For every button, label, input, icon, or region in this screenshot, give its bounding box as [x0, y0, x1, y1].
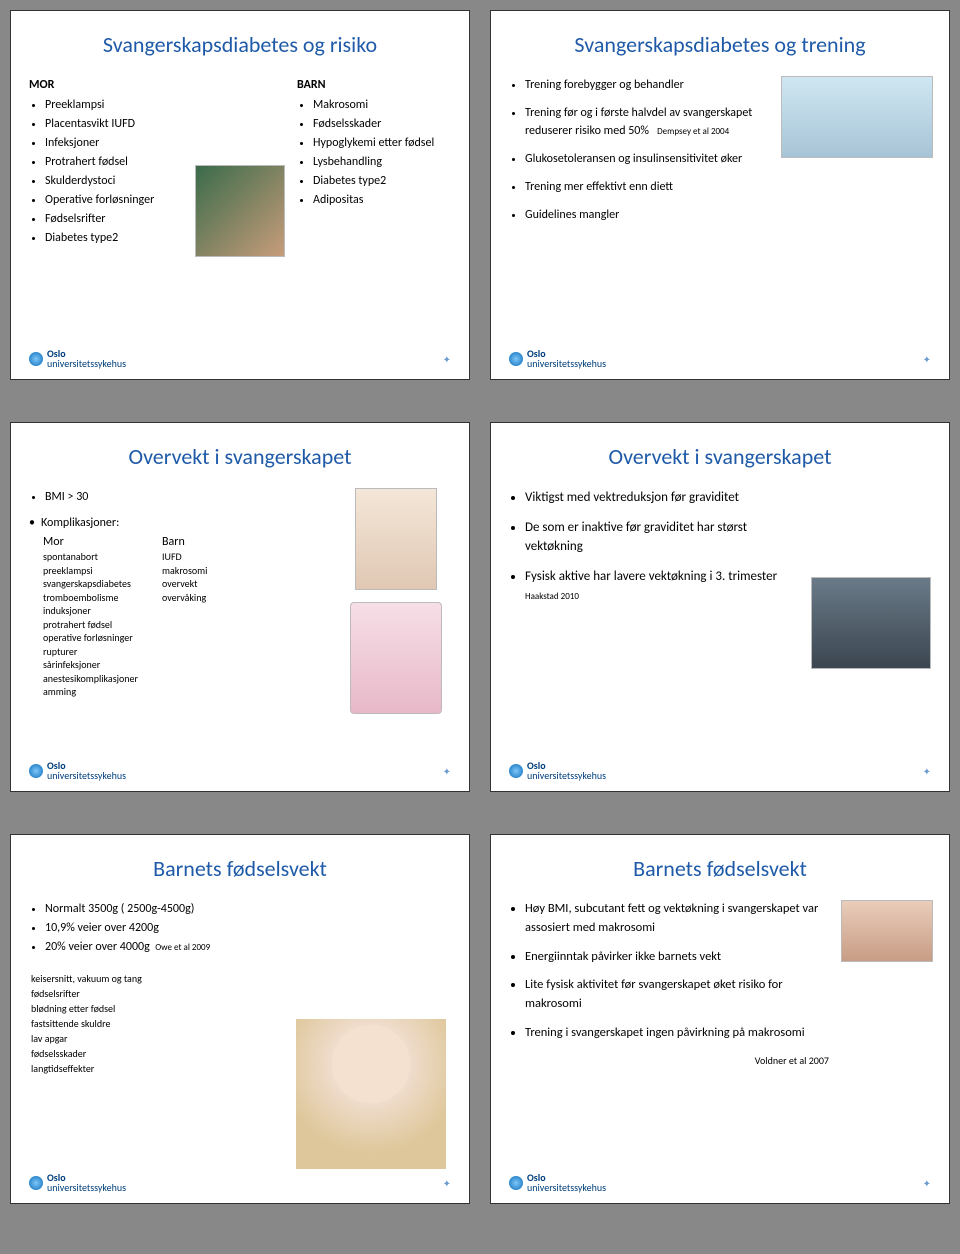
image-baby-scale — [296, 1019, 446, 1169]
logo-right: ✦ — [923, 765, 931, 778]
logo-oslo: Oslouniversitetssykehus — [29, 1173, 126, 1193]
barn-head: Barn — [162, 534, 207, 550]
image-swimmers — [781, 76, 933, 158]
col-head-barn: BARN — [297, 76, 451, 94]
logo-oslo: Oslouniversitetssykehus — [509, 1173, 606, 1193]
logo-right: ✦ — [923, 353, 931, 366]
slide-title: Overvekt i svangerskapet — [29, 443, 451, 470]
image-gym — [811, 577, 931, 669]
slide-title: Barnets fødselsvekt — [509, 855, 931, 882]
col-head-mor: MOR — [29, 76, 183, 94]
image-surgery — [195, 165, 285, 257]
list-birthweight2: Høy BMI, subcutant fett og vektøkning i … — [509, 900, 829, 1043]
image-scale — [355, 488, 437, 590]
logo-right: ✦ — [443, 353, 451, 366]
logo-right: ✦ — [923, 1177, 931, 1190]
list-mor: Preeklampsi Placentasvikt IUFD Infeksjon… — [29, 96, 183, 247]
slide-2: Svangerskapsdiabetes og trening Trening … — [490, 10, 950, 380]
logo-oslo: Oslouniversitetssykehus — [29, 349, 126, 369]
slide-1: Svangerskapsdiabetes og risiko MOR Preek… — [10, 10, 470, 380]
logo-right: ✦ — [443, 1177, 451, 1190]
image-baby-hand — [841, 900, 933, 962]
list-trening: Trening forebygger og behandler Trening … — [509, 76, 769, 224]
slide-4: Overvekt i svangerskapet Viktigst med ve… — [490, 422, 950, 792]
slide-title: Barnets fødselsvekt — [29, 855, 451, 882]
slide-title: Overvekt i svangerskapet — [509, 443, 931, 470]
list-birthweight: Normalt 3500g ( 2500g-4500g) 10,9% veier… — [29, 900, 279, 956]
list-barn: Makrosomi Fødselsskader Hypoglykemi ette… — [297, 96, 451, 209]
komp-head: Komplikasjoner: — [41, 514, 119, 532]
mor-head: Mor — [43, 534, 138, 550]
logo-oslo: Oslouniversitetssykehus — [509, 349, 606, 369]
list-overvekt2: Viktigst med vektreduksjon før gravidite… — [509, 488, 799, 606]
slide-title: Svangerskapsdiabetes og risiko — [29, 31, 451, 58]
mor-list: spontanabort preeklampsi svangerskapsdia… — [43, 550, 138, 699]
slide-3: Overvekt i svangerskapet BMI > 30 Kompli… — [10, 422, 470, 792]
slide-5: Barnets fødselsvekt Normalt 3500g ( 2500… — [10, 834, 470, 1204]
barn-list: IUFD makrosomi overvekt overvåking — [162, 550, 207, 604]
list-sub: keisersnitt, vakuum og tang fødselsrifte… — [29, 971, 279, 1076]
logo-right: ✦ — [443, 765, 451, 778]
bmi: BMI > 30 — [45, 488, 329, 506]
logo-oslo: Oslouniversitetssykehus — [509, 761, 606, 781]
cite: Voldner et al 2007 — [509, 1053, 829, 1068]
slide-6: Barnets fødselsvekt Høy BMI, subcutant f… — [490, 834, 950, 1204]
image-pregnant — [350, 602, 442, 714]
logo-oslo: Oslouniversitetssykehus — [29, 761, 126, 781]
slide-title: Svangerskapsdiabetes og trening — [509, 31, 931, 58]
